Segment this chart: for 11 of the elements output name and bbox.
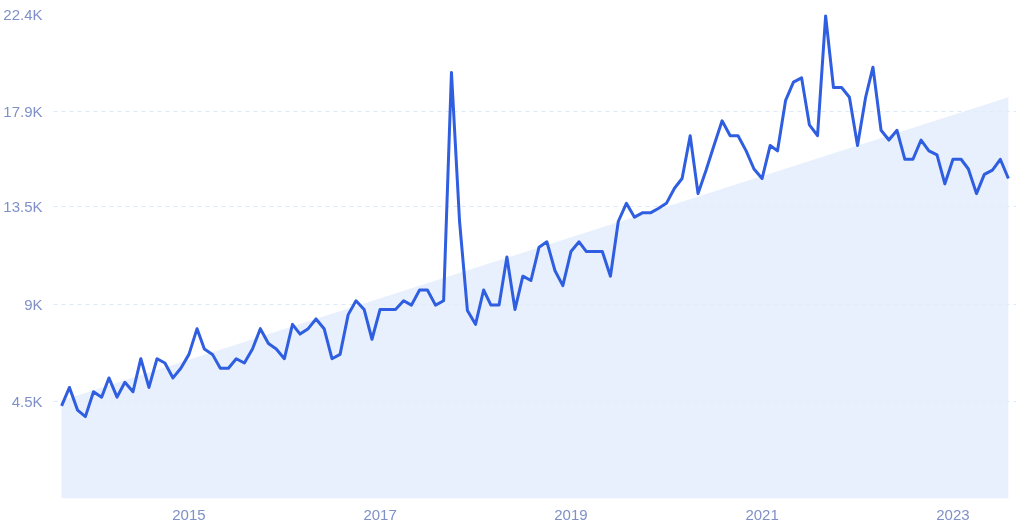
x-tick-label: 2021 (745, 505, 779, 522)
y-tick-label: 17.9K (3, 103, 43, 121)
x-tick-label: 2015 (172, 505, 206, 522)
line-series (60, 14, 1010, 419)
x-tick-label: 2019 (554, 505, 588, 522)
x-tick-label: 2017 (363, 505, 397, 522)
y-tick-label: 4.5K (11, 392, 43, 410)
x-tick-label: 2023 (936, 505, 970, 522)
y-tick-label: 9K (24, 295, 43, 313)
y-tick-label: 22.4K (3, 6, 43, 23)
y-tick-label: 13.5K (3, 198, 43, 216)
